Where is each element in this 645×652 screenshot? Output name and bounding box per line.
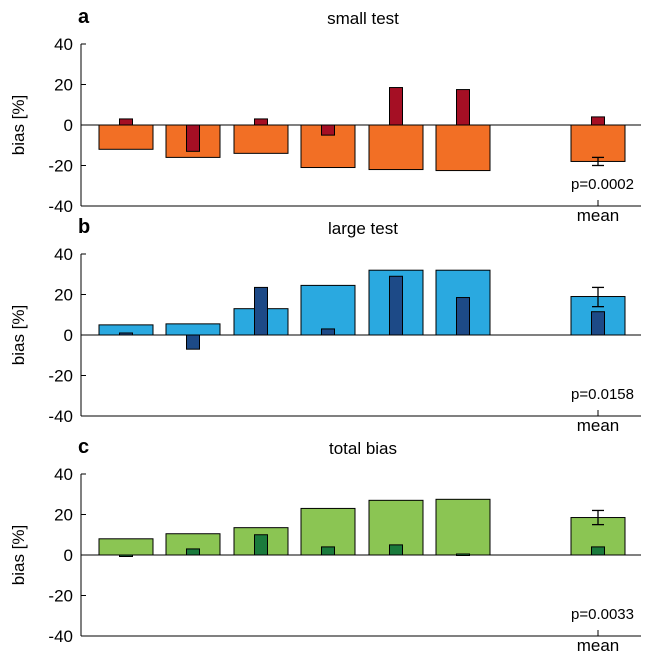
y-tick-label: 0 [64, 116, 73, 135]
bar-outer [165, 323, 221, 336]
bar-outer [300, 284, 356, 336]
p-value-annotation: p=0.0158 [571, 386, 634, 403]
chart-panel-b: 40 20 0 -20 -40 bias [%] b large test mean p=0.01… [9, 216, 641, 435]
bar-inner [254, 286, 268, 336]
bar-inner [389, 275, 403, 336]
bar-inner [591, 116, 605, 126]
bar-outer [233, 124, 289, 154]
y-tick-label: -20 [48, 587, 73, 606]
x-tick-label: mean [577, 636, 620, 652]
y-tick-label: 40 [54, 465, 73, 484]
y-tick-label: -40 [48, 197, 73, 216]
y-tick-label: -20 [48, 367, 73, 386]
bar-inner [591, 311, 605, 336]
bar-inner [456, 553, 470, 556]
y-tick-label: -40 [48, 627, 73, 646]
chart-panel-c: 40 20 0 -20 -40 bias [%] c total bias mean p=0.00… [9, 436, 641, 652]
bar-inner [389, 544, 403, 556]
bar-inner [186, 548, 200, 556]
bar-inner [119, 118, 133, 126]
panel-label: a [78, 6, 90, 28]
y-tick-label: 20 [54, 286, 73, 305]
y-tick-label: -20 [48, 157, 73, 176]
bar-inner [321, 124, 335, 136]
y-tick-label: 0 [64, 326, 73, 345]
bar-outer [368, 124, 424, 171]
bar-inner [254, 534, 268, 556]
x-tick-label: mean [577, 206, 620, 225]
bar-outer [98, 124, 154, 150]
p-value-annotation: p=0.0033 [571, 606, 634, 623]
y-tick-label: 40 [54, 35, 73, 54]
bar-inner [119, 332, 133, 336]
bar-outer [435, 498, 491, 556]
bar-inner [456, 297, 470, 336]
bar-inner [186, 334, 200, 350]
y-axis-label: bias [%] [9, 305, 28, 365]
y-axis-label: bias [%] [9, 95, 28, 155]
y-tick-label: 20 [54, 76, 73, 95]
chart-title: small test [327, 9, 399, 28]
bar-inner [591, 546, 605, 556]
panel-label: c [78, 436, 89, 458]
bar-outer [570, 124, 626, 162]
bar-inner [456, 89, 470, 126]
p-value-annotation: p=0.0002 [571, 176, 634, 193]
chart-title: total bias [329, 439, 397, 458]
x-tick-label: mean [577, 416, 620, 435]
bar-outer [435, 124, 491, 172]
y-tick-label: 0 [64, 546, 73, 565]
bar-inner [321, 328, 335, 336]
y-tick-label: -40 [48, 407, 73, 426]
chart-title: large test [328, 219, 398, 238]
bar-inner [321, 546, 335, 556]
bar-inner [389, 87, 403, 126]
y-tick-label: 40 [54, 245, 73, 264]
chart-panel-a: 40 20 0 -20 -40 bias [%] a small test mean p=0.00… [9, 6, 641, 225]
bar-outer [98, 538, 154, 556]
y-tick-label: 20 [54, 506, 73, 525]
bar-inner [254, 118, 268, 126]
panel-label: b [78, 216, 90, 238]
bar-inner [119, 554, 133, 557]
y-axis-label: bias [%] [9, 525, 28, 585]
bar-inner [186, 124, 200, 152]
